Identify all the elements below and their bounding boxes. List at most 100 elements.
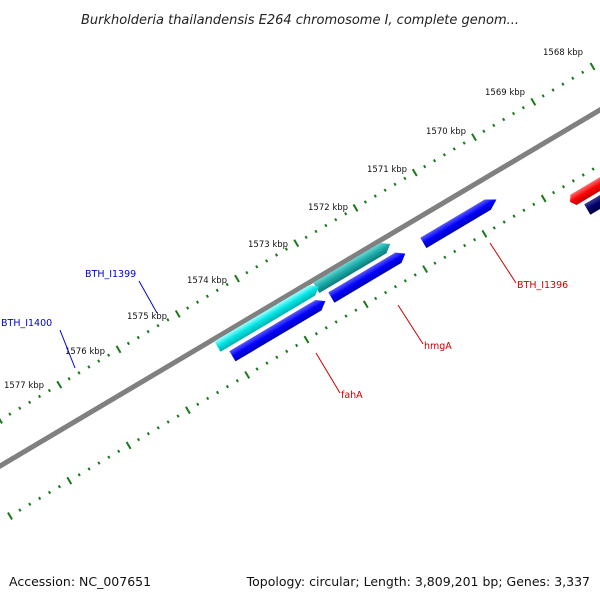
inner-tick	[552, 190, 556, 195]
tick-label: 1571 kbp	[367, 165, 407, 175]
gene-bth-i1400[interactable]	[313, 239, 393, 294]
outer-tick	[28, 400, 32, 405]
outer-tick	[126, 341, 130, 346]
outer-tick	[274, 253, 279, 257]
inner-tick	[275, 355, 279, 359]
inner-tick	[244, 370, 251, 379]
inner-tick	[206, 396, 210, 401]
inner-tick	[196, 402, 200, 407]
outer-tick	[314, 229, 318, 234]
outer-tick	[551, 88, 555, 92]
inner-tick	[433, 261, 437, 265]
inner-tick	[481, 229, 488, 238]
outer-tick	[511, 111, 516, 116]
inner-tick	[146, 431, 150, 436]
outer-tick	[344, 212, 348, 216]
inner-tick	[324, 326, 328, 330]
inner-tick	[453, 249, 457, 254]
inner-tick	[215, 390, 220, 395]
inner-tick	[502, 220, 506, 224]
outer-tick	[107, 353, 111, 357]
inner-tick	[314, 332, 318, 336]
outer-tick	[284, 247, 288, 251]
inner-tick	[295, 343, 299, 348]
inner-tick	[581, 173, 585, 177]
label-hmga[interactable]: hmgA	[424, 341, 452, 352]
inner-tick	[18, 508, 22, 512]
outer-tick	[393, 182, 397, 187]
outer-tick	[67, 377, 71, 381]
outer-tick	[521, 105, 525, 110]
outer-tick	[324, 223, 328, 228]
outer-tick	[411, 168, 418, 177]
inner-tick	[225, 384, 230, 389]
inner-tick	[374, 296, 378, 301]
outer-tick	[77, 371, 81, 375]
outer-tick	[502, 117, 506, 122]
label-leaders	[59, 242, 517, 394]
tick-label: 1574 kbp	[187, 276, 227, 286]
inner-tick-row	[7, 167, 595, 520]
outer-tick	[97, 359, 101, 363]
outer-tick	[373, 194, 377, 198]
outer-tick	[215, 288, 219, 293]
inner-tick	[344, 314, 348, 318]
outer-tick	[0, 418, 3, 424]
tick-label: 1572 kbp	[308, 203, 348, 213]
chromosome-backbone	[0, 107, 600, 469]
label-bth-i1396[interactable]: BTH_I1396	[517, 280, 568, 291]
outer-tick	[234, 274, 240, 283]
outer-tick	[492, 123, 496, 128]
outer-tick	[115, 345, 122, 354]
tick-label: 1569 kbp	[485, 88, 525, 98]
inner-tick	[87, 467, 91, 471]
inner-tick	[107, 455, 111, 459]
outer-tick	[186, 306, 190, 310]
outer-tick	[255, 265, 259, 269]
inner-tick	[383, 290, 388, 295]
label-bth-i1400[interactable]: BTH_I1400	[1, 318, 52, 329]
accession-text: Accession: NC_007651	[9, 574, 151, 589]
label-bth-i1399[interactable]: BTH_I1399	[85, 269, 136, 280]
outer-tick	[8, 412, 12, 416]
inner-tick	[117, 449, 121, 454]
outer-tick	[352, 203, 359, 212]
outer-tick	[363, 200, 367, 204]
inner-tick	[463, 243, 467, 248]
outer-tick	[293, 239, 300, 248]
inner-tick	[354, 308, 358, 312]
inner-tick	[303, 335, 310, 344]
outer-tick	[156, 324, 160, 328]
gene-blue-reverse-mid[interactable]	[328, 248, 408, 303]
label-faha[interactable]: fahA	[341, 390, 363, 401]
outer-tick	[482, 129, 486, 133]
gene-blue-left[interactable]	[229, 296, 328, 362]
inner-tick	[47, 490, 52, 495]
outer-tick	[541, 94, 545, 98]
inner-tick	[97, 461, 101, 465]
outer-tick	[205, 294, 209, 298]
tick-label: 1568 kbp	[543, 48, 583, 58]
gene-faha-forward[interactable]	[567, 147, 600, 207]
genome-summary-text: Topology: circular; Length: 3,809,201 bp…	[246, 574, 590, 589]
inner-tick	[285, 349, 289, 354]
outer-tick	[383, 188, 387, 192]
gene-bth-i1399[interactable]	[420, 194, 499, 249]
outer-tick	[442, 153, 446, 157]
outer-tick-row	[0, 62, 596, 424]
forward-strand-genes	[214, 104, 600, 362]
inner-tick	[443, 255, 447, 260]
inner-tick	[403, 279, 407, 283]
inner-tick	[255, 367, 259, 371]
inner-tick	[66, 476, 73, 485]
outer-tick	[166, 318, 170, 322]
outer-tick	[47, 388, 51, 393]
outer-tick	[174, 309, 181, 318]
outer-tick	[146, 329, 150, 334]
outer-tick	[334, 217, 338, 222]
tick-label: 1573 kbp	[248, 240, 288, 250]
inner-tick	[522, 208, 526, 212]
inner-tick	[540, 194, 547, 203]
gene-cyan-left[interactable]	[214, 281, 322, 352]
inner-tick	[57, 484, 61, 489]
